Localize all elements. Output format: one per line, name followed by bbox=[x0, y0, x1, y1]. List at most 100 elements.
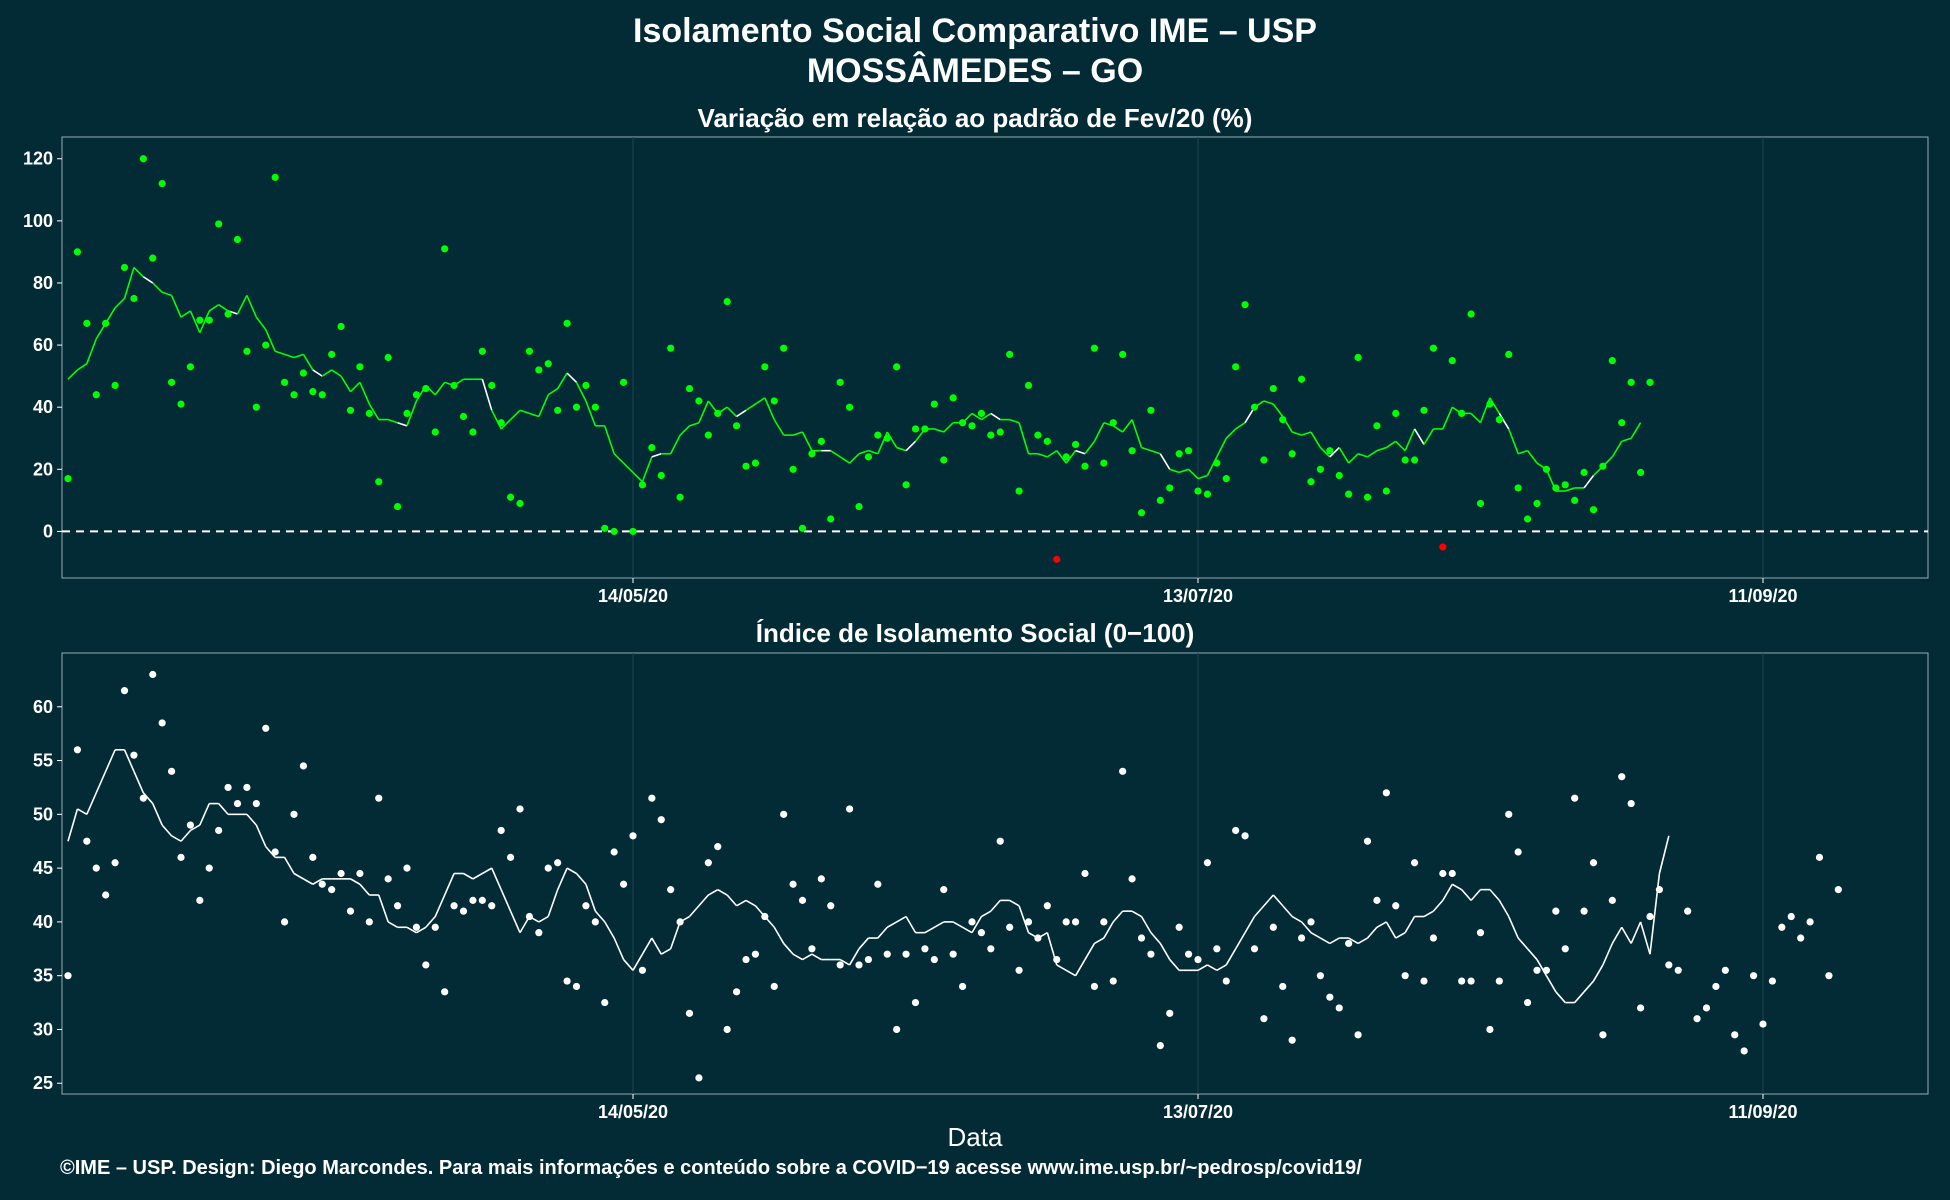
moving-average-segment bbox=[1574, 991, 1585, 1004]
moving-average-segment bbox=[1037, 453, 1048, 458]
daily-point bbox=[1797, 934, 1805, 942]
daily-point bbox=[346, 907, 355, 915]
daily-point bbox=[921, 945, 929, 953]
moving-average-segment bbox=[802, 953, 813, 961]
moving-average-segment bbox=[1564, 487, 1575, 492]
daily-point bbox=[1015, 487, 1023, 495]
moving-average-segment bbox=[481, 867, 493, 875]
y-tick-label: 0 bbox=[43, 521, 53, 541]
daily-point bbox=[770, 982, 778, 991]
daily-point bbox=[337, 869, 345, 878]
y-tick-label: 35 bbox=[33, 966, 53, 986]
moving-average-segment bbox=[1404, 916, 1416, 934]
moving-average-segment bbox=[1075, 449, 1086, 455]
daily-point bbox=[958, 982, 967, 991]
daily-point bbox=[290, 810, 298, 818]
moving-average-segment bbox=[1009, 899, 1020, 907]
daily-point bbox=[299, 762, 308, 770]
moving-average-segment bbox=[312, 878, 323, 885]
daily-point bbox=[638, 481, 647, 489]
y-tick-label: 40 bbox=[33, 912, 53, 932]
daily-point bbox=[149, 670, 157, 679]
daily-point bbox=[535, 366, 543, 374]
daily-point bbox=[1655, 886, 1664, 894]
y-tick-label: 20 bbox=[33, 459, 53, 479]
moving-average-segment bbox=[1385, 921, 1397, 939]
daily-point bbox=[1476, 929, 1485, 937]
daily-point bbox=[817, 437, 825, 445]
moving-average-segment bbox=[529, 412, 540, 418]
moving-average-segment bbox=[274, 350, 285, 356]
daily-point bbox=[450, 381, 458, 390]
panel1-title: Variação em relação ao padrão de Fev/20 … bbox=[697, 103, 1253, 133]
moving-average-segment bbox=[1084, 440, 1096, 455]
daily-point bbox=[1128, 447, 1136, 455]
daily-point bbox=[1119, 767, 1127, 775]
daily-point bbox=[1232, 826, 1240, 835]
y-tick-label: 120 bbox=[23, 149, 53, 169]
moving-average-segment bbox=[1517, 937, 1529, 950]
footer-credits: ©IME – USP. Design: Diego Marcondes. Par… bbox=[60, 1157, 1362, 1179]
daily-point bbox=[252, 403, 260, 411]
daily-point bbox=[1335, 471, 1343, 480]
daily-point bbox=[798, 896, 807, 904]
moving-average-segment bbox=[745, 899, 756, 907]
daily-point bbox=[1420, 406, 1428, 414]
daily-point bbox=[761, 363, 769, 371]
moving-average-segment bbox=[1018, 422, 1030, 455]
moving-average-segment bbox=[114, 297, 126, 309]
daily-point bbox=[120, 263, 129, 272]
daily-point bbox=[328, 350, 336, 358]
daily-point bbox=[1552, 484, 1560, 492]
moving-average-segment bbox=[1253, 905, 1265, 918]
daily-point bbox=[1100, 918, 1108, 926]
daily-point bbox=[1090, 982, 1099, 991]
daily-point bbox=[1194, 487, 1202, 495]
moving-average-segment bbox=[190, 824, 201, 832]
daily-point bbox=[1147, 406, 1155, 414]
y-tick-label: 100 bbox=[23, 211, 53, 231]
daily-point bbox=[1410, 456, 1419, 464]
daily-point bbox=[657, 471, 665, 480]
daily-point bbox=[64, 972, 72, 980]
moving-average-segment bbox=[1376, 921, 1387, 928]
daily-point bbox=[949, 950, 957, 958]
daily-point bbox=[742, 462, 750, 470]
daily-point bbox=[1260, 1015, 1268, 1023]
moving-average-segment bbox=[1018, 905, 1030, 933]
daily-point bbox=[601, 998, 609, 1007]
daily-point bbox=[459, 907, 468, 915]
daily-point bbox=[92, 864, 100, 872]
daily-point bbox=[1561, 481, 1569, 489]
daily-point bbox=[309, 853, 317, 861]
daily-point bbox=[1580, 907, 1588, 915]
daily-point bbox=[158, 719, 166, 727]
daily-point bbox=[506, 853, 515, 861]
moving-average-segment bbox=[698, 894, 709, 907]
daily-point bbox=[1392, 409, 1400, 418]
moving-average-segment bbox=[613, 937, 625, 960]
moving-average-segment bbox=[547, 889, 559, 917]
daily-point bbox=[827, 515, 835, 523]
daily-point bbox=[949, 394, 957, 402]
daily-point bbox=[384, 875, 392, 883]
daily-point bbox=[224, 783, 232, 792]
moving-average-segment bbox=[707, 888, 719, 896]
daily-point bbox=[186, 363, 195, 371]
daily-point bbox=[290, 391, 298, 399]
daily-point bbox=[544, 360, 552, 368]
moving-average-segment bbox=[792, 953, 803, 961]
moving-average-segment bbox=[585, 400, 597, 427]
daily-point bbox=[808, 450, 816, 458]
moving-average-segment bbox=[726, 406, 738, 418]
daily-point bbox=[196, 316, 204, 324]
daily-point bbox=[393, 502, 402, 511]
daily-point bbox=[591, 918, 599, 926]
daily-point bbox=[1495, 416, 1503, 424]
daily-point bbox=[1326, 447, 1334, 455]
daily-point bbox=[808, 945, 816, 953]
x-tick-label: 11/09/20 bbox=[1728, 586, 1797, 606]
moving-average-segment bbox=[1178, 468, 1189, 474]
daily-point bbox=[1825, 972, 1833, 980]
daily-point bbox=[1523, 515, 1532, 523]
